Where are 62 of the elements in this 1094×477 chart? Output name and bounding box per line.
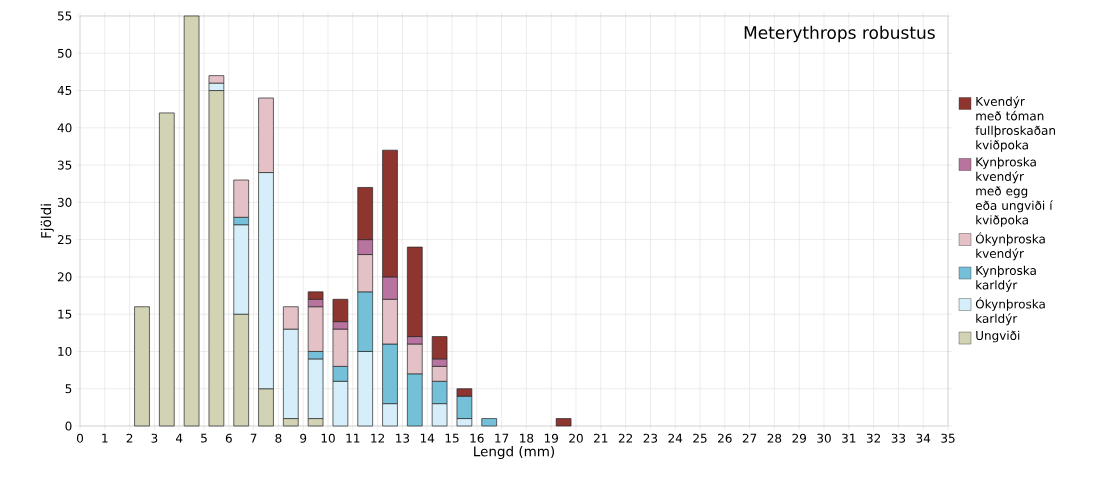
x-tick-label: 18 — [520, 433, 534, 443]
x-tick-label: 2 — [126, 433, 133, 443]
x-tick-label: 19 — [544, 433, 558, 443]
x-tick-label: 12 — [371, 433, 385, 443]
x-tick-label: 31 — [842, 433, 856, 443]
x-tick-label: 11 — [346, 433, 360, 443]
y-axis-title: Fjöldi — [40, 204, 54, 238]
x-tick-label: 35 — [941, 433, 955, 443]
x-tick-label: 34 — [916, 433, 931, 443]
y-tick-label: 20 — [57, 272, 72, 282]
y-tick-label: 10 — [58, 346, 72, 356]
x-tick-label: 1 — [102, 433, 108, 443]
x-tick-label: 20 — [569, 433, 583, 443]
x-tick-label: 8 — [275, 433, 282, 443]
x-tick-label: 3 — [151, 433, 158, 443]
bar — [134, 306, 150, 427]
x-tick-label: 6 — [225, 433, 232, 443]
x-tick-label: 14 — [420, 433, 435, 443]
legend-label: Kvendýr með tóman fullþroskaðan kviðpoka — [975, 96, 1055, 152]
text: Meterythrops robustus — [744, 25, 935, 43]
x-tick-label: 29 — [792, 433, 806, 443]
y-tick-label: 0 — [65, 421, 72, 431]
x-tick-label: 30 — [817, 433, 831, 443]
x-axis-title: Lengd (mm) — [474, 445, 555, 460]
legend-label: Ókynþroska kvendýr — [975, 232, 1045, 261]
x-tick-label: 23 — [643, 433, 658, 443]
legend-label: Ungviði — [976, 330, 1020, 343]
x-tick-label: 33 — [891, 433, 906, 443]
y-tick-label: 5 — [65, 384, 72, 394]
bar — [183, 15, 200, 427]
x-tick-label: 5 — [201, 433, 207, 443]
x-tick-label: 15 — [445, 433, 459, 443]
x-tick-label: 13 — [396, 433, 410, 443]
x-tick-label: 22 — [618, 433, 633, 443]
x-tick-label: 25 — [693, 433, 707, 443]
y-tick-label: 35 — [57, 160, 72, 170]
y-tick-label: 15 — [58, 309, 72, 319]
x-tick-label: 24 — [668, 433, 683, 443]
y-tick-label: 55 — [57, 11, 72, 21]
x-tick-label: 32 — [866, 433, 881, 443]
x-tick-label: 16 — [470, 433, 484, 443]
x-tick-label: 4 — [175, 433, 183, 443]
x-tick-label: 28 — [767, 433, 782, 443]
legend-label: Kynþroska kvendýr með egg eða ungviði í kviðpoka — [975, 157, 1053, 227]
y-tick-label: 25 — [57, 235, 72, 245]
x-tick-label: 10 — [321, 433, 335, 443]
y-tick-label: 30 — [57, 197, 72, 207]
x-tick-label: 21 — [594, 433, 608, 443]
x-tick-label: 27 — [742, 433, 757, 443]
x-tick-label: 7 — [250, 433, 257, 443]
y-tick-label: 45 — [57, 86, 72, 95]
bar — [481, 418, 497, 427]
x-tick-label: 9 — [300, 433, 307, 443]
bar — [159, 112, 175, 427]
x-tick-label: 0 — [76, 433, 84, 443]
x-tick-label: 17 — [495, 433, 509, 443]
legend-label: Kynþroska karldýr — [976, 265, 1036, 292]
bar — [555, 418, 572, 427]
y-tick-label: 40 — [57, 123, 72, 133]
x-tick-label: 26 — [718, 433, 732, 443]
legend-label: Ókynþroska karldýr — [975, 297, 1045, 326]
y-tick-label: 50 — [57, 48, 72, 58]
